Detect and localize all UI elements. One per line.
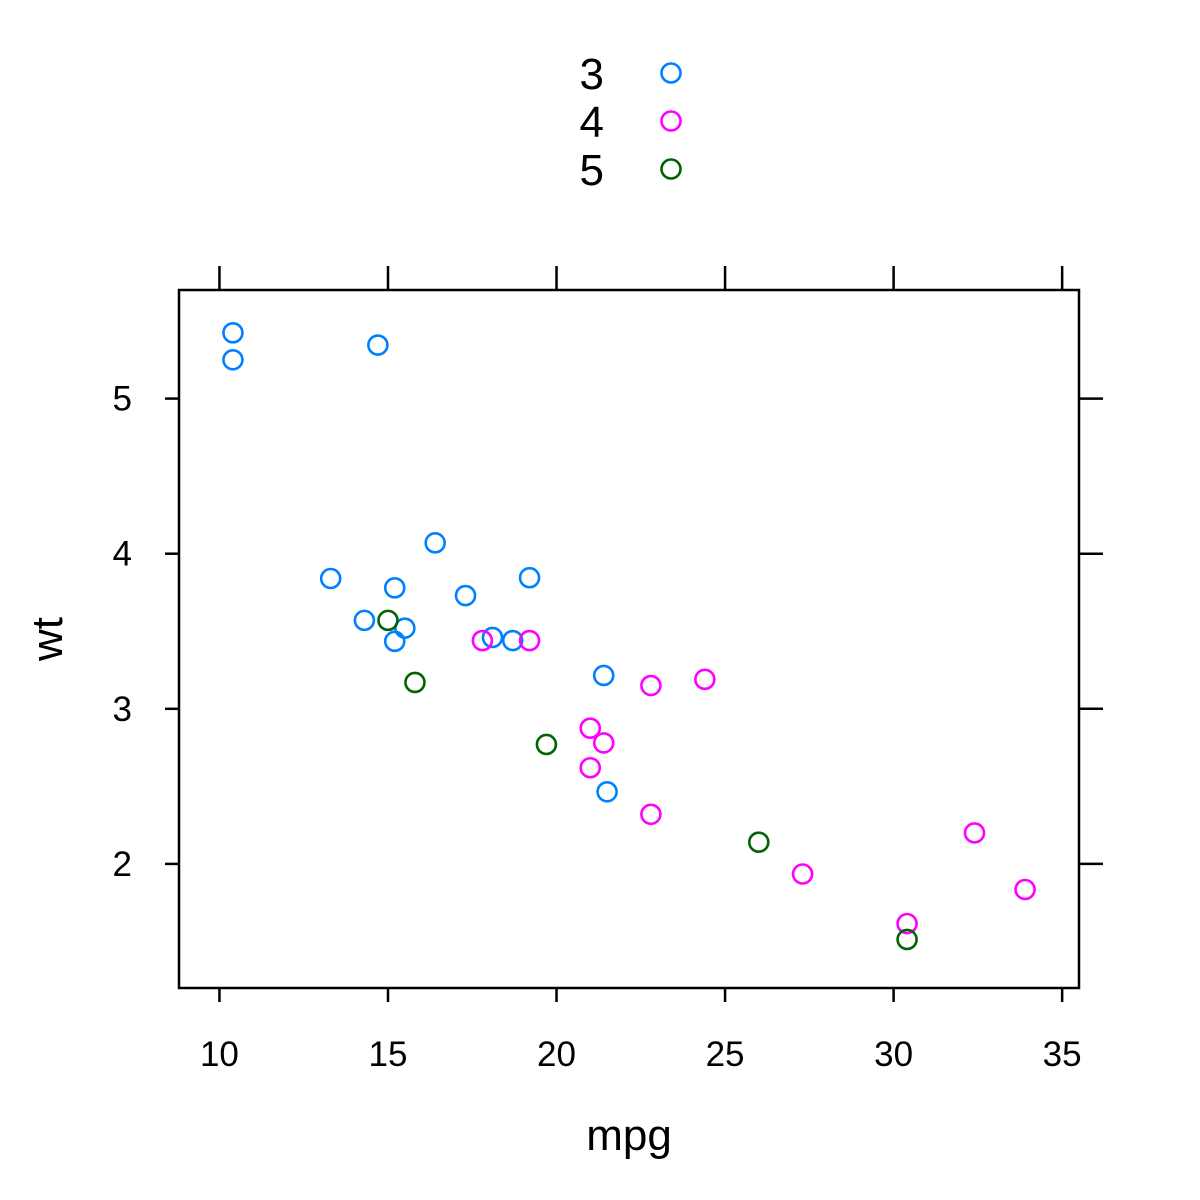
point-cyl-3 <box>518 566 541 589</box>
x-axis: 10 15 20 25 30 35 <box>200 266 1082 1074</box>
y-tick-label: 5 <box>113 380 132 419</box>
point-cyl-5 <box>747 831 770 853</box>
x-tick-label: 35 <box>1043 1035 1082 1074</box>
x-tick-label: 10 <box>200 1035 239 1074</box>
plot-frame <box>177 288 1081 990</box>
point-cyl-3 <box>592 664 615 687</box>
point-cyl-4 <box>592 732 615 754</box>
point-cyl-4 <box>471 629 494 652</box>
point-cyl-3 <box>596 780 618 803</box>
point-cyl-4 <box>579 717 602 739</box>
point-cyl-4 <box>963 822 986 844</box>
point-cyl-3 <box>353 609 376 632</box>
point-cyl-4 <box>896 912 918 935</box>
x-tick-label: 15 <box>369 1035 408 1074</box>
point-cyl-4 <box>640 803 662 826</box>
x-tick-label: 30 <box>874 1035 913 1074</box>
y-axis: 2 3 4 5 <box>113 380 1103 884</box>
point-cyl-3 <box>222 348 244 371</box>
point-cyl-4 <box>694 668 716 691</box>
point-cyl-4 <box>1014 878 1036 901</box>
point-cyl-4 <box>579 756 602 779</box>
point-cyl-3 <box>319 567 342 590</box>
y-tick-label: 4 <box>113 535 132 574</box>
point-cyl-5 <box>535 733 558 756</box>
point-cyl-5 <box>404 671 426 694</box>
data-points <box>222 322 1036 951</box>
y-tick-label: 3 <box>113 690 132 729</box>
point-cyl-5 <box>377 609 399 632</box>
point-cyl-3 <box>481 626 504 649</box>
legend-marker-5 <box>660 158 682 180</box>
point-cyl-3 <box>222 322 244 344</box>
point-cyl-3 <box>424 532 446 554</box>
legend-label-4: 4 <box>580 98 604 147</box>
point-cyl-4 <box>791 863 814 885</box>
point-cyl-4 <box>640 674 662 697</box>
y-axis-title: wt <box>23 617 72 662</box>
point-cyl-3 <box>367 334 389 356</box>
legend-marker-4 <box>660 110 682 132</box>
x-axis-title: mpg <box>586 1111 672 1160</box>
point-cyl-3 <box>383 577 406 599</box>
x-tick-label: 20 <box>537 1035 576 1074</box>
point-cyl-3 <box>454 584 477 607</box>
legend: 345 <box>580 50 682 195</box>
legend-marker-3 <box>660 62 682 84</box>
legend-label-3: 3 <box>580 50 604 99</box>
point-cyl-3 <box>501 629 524 652</box>
point-cyl-4 <box>518 629 541 652</box>
point-cyl-5 <box>896 928 918 951</box>
x-tick-label: 25 <box>706 1035 745 1074</box>
y-tick-label: 2 <box>113 845 132 884</box>
point-cyl-3 <box>383 630 406 653</box>
legend-label-5: 5 <box>580 146 604 195</box>
